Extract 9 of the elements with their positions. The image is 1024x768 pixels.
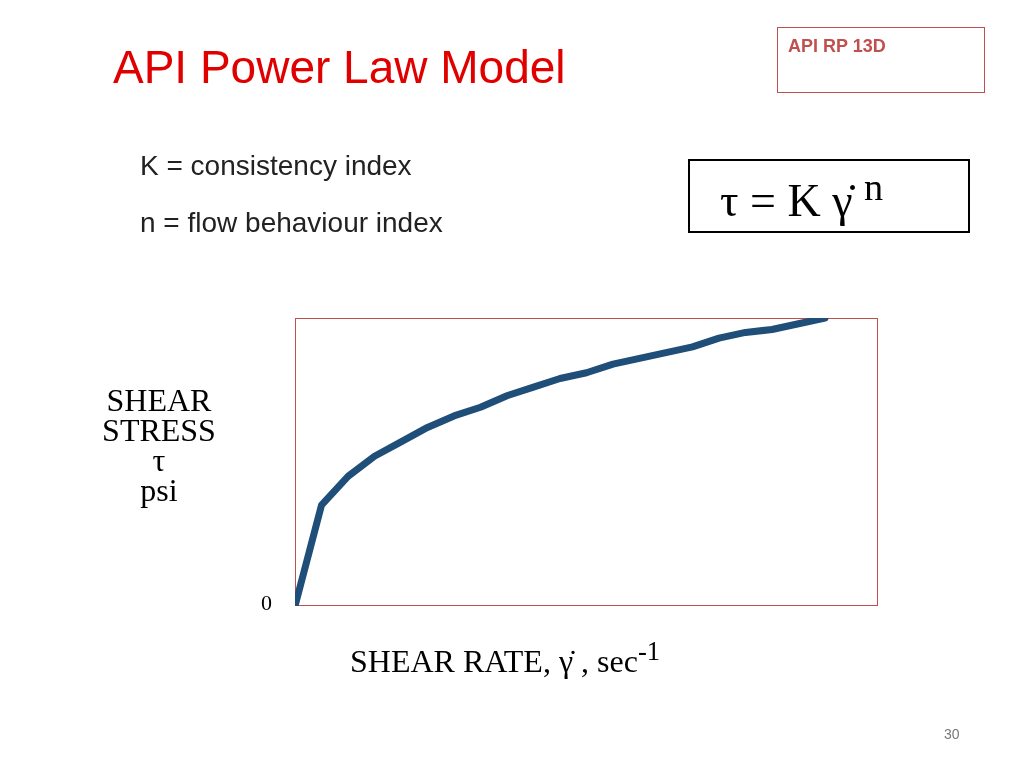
text: 30	[944, 726, 960, 742]
y-axis-title: SHEAR STRESS τ psi	[101, 382, 217, 508]
chart-title: API Power Law Model	[113, 40, 566, 94]
x-axis-title: SHEAR RATE, γ̇ , sec$^{-1}$	[350, 636, 661, 680]
text: n = flow behaviour index	[140, 207, 443, 239]
text: τ = K γ̇ $^{n}$	[688, 159, 970, 233]
text: 0	[261, 590, 272, 616]
text: API RP 13D	[777, 27, 985, 93]
text: K = consistency index	[140, 150, 412, 182]
